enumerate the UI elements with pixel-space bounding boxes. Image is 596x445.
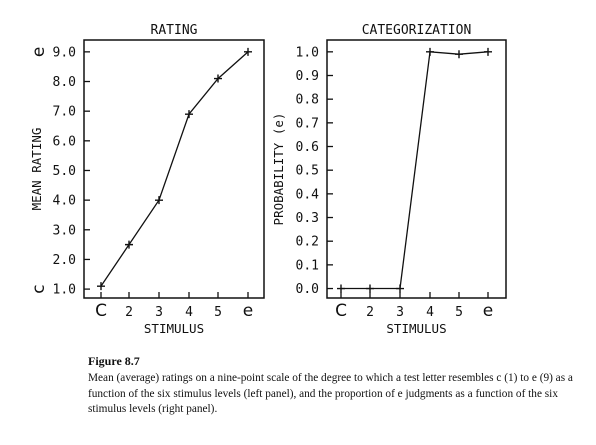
rating-y-tick-label: 6.0 — [53, 134, 76, 149]
rating-y-tick-label: 2.0 — [53, 253, 76, 268]
rating-y-end-label-top: e — [29, 47, 49, 57]
rating-title: RATING — [151, 23, 198, 38]
categorization-x-tick-label: 2 — [366, 305, 374, 320]
rating-y-end-label-bottom: c — [29, 284, 49, 293]
rating-y-tick-label: 7.0 — [53, 105, 76, 120]
caption-text: Mean (average) ratings on a nine-point s… — [88, 372, 573, 416]
rating-y-tick-label: 8.0 — [53, 75, 76, 90]
categorization-y-axis-label: PROBABILITY (e) — [271, 113, 286, 226]
rating-data-point — [155, 196, 163, 205]
categorization-series-line — [341, 51, 489, 290]
rating-data-point — [185, 110, 193, 119]
rating-y-tick-label: 5.0 — [53, 164, 76, 179]
rating-plot-frame — [83, 39, 265, 299]
categorization-y-tick-label: 0.9 — [296, 69, 319, 84]
categorization-x-tick-label: 3 — [396, 305, 404, 320]
categorization-x-tick-label: 4 — [426, 305, 434, 320]
categorization-x-tick-label: e — [483, 301, 493, 321]
categorization-data-point — [484, 47, 492, 56]
rating-y-tick-label: 4.0 — [53, 194, 76, 209]
categorization-data-point — [337, 284, 345, 293]
categorization-y-tick-label: 0.8 — [296, 93, 319, 108]
categorization-title: CATEGORIZATION — [362, 23, 472, 38]
rating-y-tick-label: 3.0 — [53, 223, 76, 238]
categorization-y-tick-label: 1.0 — [296, 45, 319, 60]
categorization-data-point — [396, 284, 404, 293]
categorization-y-tick-label: 0.0 — [296, 282, 319, 297]
categorization-x-tick-label: C — [335, 301, 347, 321]
categorization-data-point — [455, 50, 463, 59]
rating-data-point — [214, 74, 222, 83]
rating-data-point — [125, 240, 133, 249]
rating-x-axis-label: STIMULUS — [144, 321, 204, 336]
caption-title: Figure 8.7 — [88, 354, 140, 368]
rating-y-tick-label: 9.0 — [53, 45, 76, 60]
rating-data-point — [244, 47, 252, 56]
categorization-y-tick-label: 0.3 — [296, 211, 319, 226]
rating-x-tick-label: 2 — [125, 305, 133, 320]
rating-x-tick-label: C — [95, 301, 107, 321]
rating-x-tick-label: 5 — [214, 305, 222, 320]
rating-series-line — [100, 51, 249, 287]
rating-data-point — [97, 282, 105, 291]
figure-caption: Figure 8.7 Mean (average) ratings on a n… — [88, 354, 578, 418]
rating-y-tick-label: 1.0 — [53, 283, 76, 298]
rating-x-tick-label: 4 — [185, 305, 193, 320]
rating-y-axis-label: MEAN RATING — [29, 128, 44, 211]
categorization-y-tick-label: 0.6 — [296, 140, 319, 155]
categorization-x-tick-label: 5 — [455, 305, 463, 320]
categorization-data-point — [426, 47, 434, 56]
rating-x-tick-label: 3 — [155, 305, 163, 320]
categorization-y-tick-label: 0.2 — [296, 235, 319, 250]
categorization-data-point — [366, 284, 374, 293]
categorization-y-tick-label: 0.7 — [296, 116, 319, 131]
categorization-y-tick-label: 0.5 — [296, 164, 319, 179]
categorization-plot-frame — [326, 39, 507, 299]
categorization-y-tick-label: 0.1 — [296, 258, 319, 273]
rating-x-tick-label: e — [243, 301, 253, 321]
categorization-x-axis-label: STIMULUS — [386, 321, 446, 336]
categorization-y-tick-label: 0.4 — [296, 187, 320, 202]
